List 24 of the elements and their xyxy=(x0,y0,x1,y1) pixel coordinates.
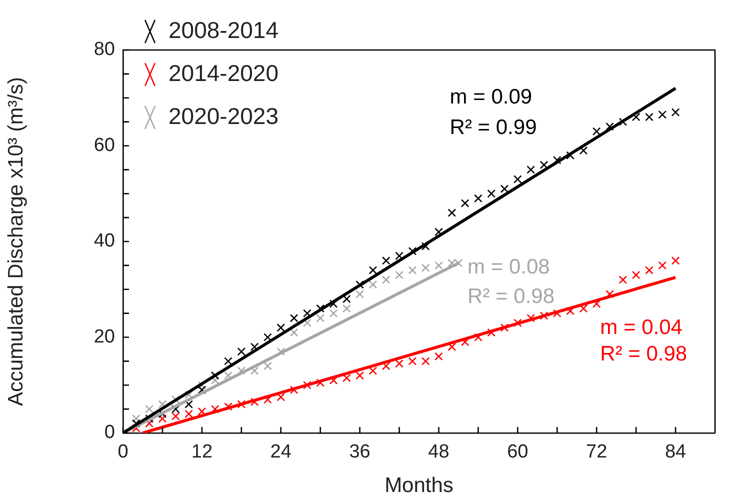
y-tick-label: 20 xyxy=(94,326,115,348)
y-tick-label: 60 xyxy=(94,134,115,156)
x-tick-label: 24 xyxy=(270,442,292,463)
x-tick-label: 48 xyxy=(428,442,450,463)
legend-label: 2008-2014 xyxy=(168,16,279,43)
x-tick-label: 72 xyxy=(586,442,608,463)
annotation: R² = 0.98 xyxy=(468,284,555,308)
annotation: m = 0.04 xyxy=(600,316,683,339)
annotation: m = 0.08 xyxy=(468,256,550,279)
y-tick-label: 80 xyxy=(94,39,115,60)
annotation: R² = 0.99 xyxy=(450,116,537,139)
legend-label: 2020-2023 xyxy=(168,102,278,129)
x-tick-label: 0 xyxy=(118,442,128,463)
x-tick-label: 60 xyxy=(507,442,528,463)
y-tick-label: 0 xyxy=(104,422,115,444)
x-tick-label: 84 xyxy=(664,442,687,463)
x-tick-label: 36 xyxy=(349,442,370,463)
y-tick-label: 40 xyxy=(94,230,115,252)
y-axis-title: Accumulated Discharge x10³ (m³/s) xyxy=(4,76,28,406)
legend-label: 2014-2020 xyxy=(168,60,278,86)
x-axis-title: Months xyxy=(384,474,454,498)
x-tick-label: 12 xyxy=(191,442,213,463)
annotation: m = 0.09 xyxy=(450,86,532,109)
annotation: R² = 0.98 xyxy=(600,342,688,366)
